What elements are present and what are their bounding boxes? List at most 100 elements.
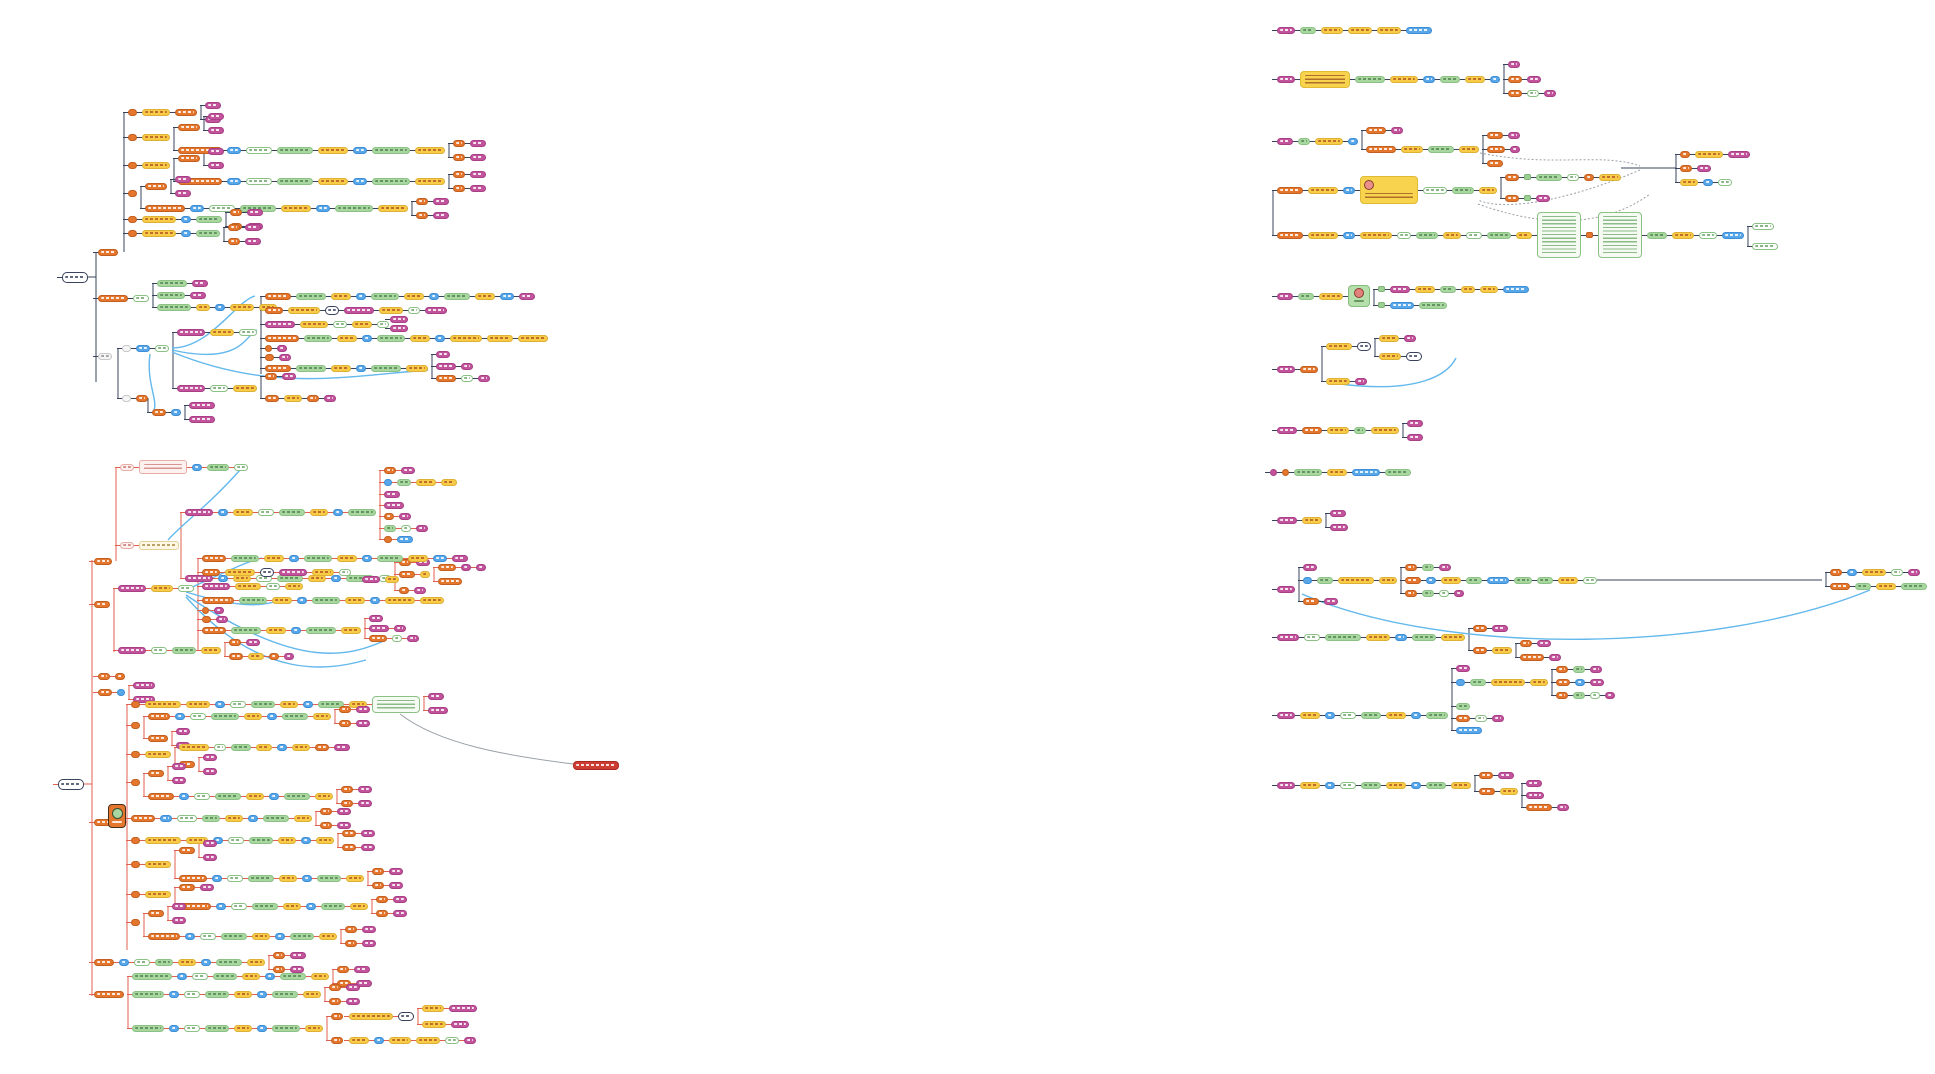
topic-node-orange[interactable] bbox=[1505, 194, 1519, 202]
topic-node-green[interactable] bbox=[155, 958, 173, 966]
topic-node-orange[interactable] bbox=[1584, 173, 1594, 181]
topic-node-pink[interactable] bbox=[1527, 75, 1541, 83]
topic-node-blue[interactable] bbox=[429, 292, 439, 300]
topic-node-orange[interactable] bbox=[1366, 126, 1386, 134]
topic-node-green[interactable] bbox=[213, 972, 237, 980]
floating-label-pink[interactable] bbox=[120, 541, 134, 549]
sticky-note-node[interactable] bbox=[1360, 176, 1418, 204]
topic-node-outline[interactable] bbox=[266, 582, 280, 590]
topic-node-pink[interactable] bbox=[1526, 791, 1544, 799]
topic-node-yellow[interactable] bbox=[420, 570, 430, 578]
topic-node-orange[interactable] bbox=[269, 652, 279, 660]
topic-node-pink[interactable] bbox=[1492, 624, 1508, 632]
topic-node-orange[interactable] bbox=[131, 721, 140, 729]
topic-node-pink[interactable] bbox=[470, 184, 486, 192]
topic-node-blue[interactable] bbox=[212, 874, 222, 882]
topic-node-pink[interactable] bbox=[389, 867, 403, 875]
topic-node-blue[interactable] bbox=[218, 574, 228, 582]
topic-node-blue[interactable] bbox=[356, 364, 366, 372]
topic-node-blue[interactable] bbox=[216, 902, 226, 910]
topic-node-green[interactable] bbox=[1422, 563, 1434, 571]
topic-node-orange[interactable] bbox=[399, 570, 415, 578]
note-box-green[interactable] bbox=[1598, 212, 1642, 258]
topic-node-red[interactable] bbox=[573, 760, 619, 770]
topic-node-orange[interactable] bbox=[94, 557, 112, 565]
topic-node-green[interactable] bbox=[290, 932, 314, 940]
topic-node-green[interactable] bbox=[1470, 678, 1486, 686]
topic-node-green[interactable] bbox=[215, 792, 241, 800]
topic-node-orange[interactable] bbox=[342, 829, 356, 837]
topic-node-yellow[interactable] bbox=[385, 575, 399, 583]
topic-node-yellow[interactable] bbox=[441, 478, 457, 486]
topic-node-pink[interactable] bbox=[399, 512, 411, 520]
topic-node-blue[interactable] bbox=[353, 146, 367, 154]
topic-node-pink[interactable] bbox=[324, 394, 336, 402]
topic-node-pink[interactable] bbox=[519, 292, 535, 300]
topic-node-green[interactable] bbox=[211, 712, 239, 720]
topic-node-pink[interactable] bbox=[1492, 714, 1504, 722]
topic-node-orange[interactable] bbox=[148, 932, 180, 940]
topic-node-green[interactable] bbox=[1487, 231, 1511, 239]
topic-node-pink[interactable] bbox=[282, 372, 296, 380]
topic-node-pink[interactable] bbox=[1404, 334, 1416, 342]
topic-node-green[interactable] bbox=[321, 902, 345, 910]
topic-node-pink[interactable] bbox=[208, 112, 224, 120]
topic-node-yellow[interactable] bbox=[1672, 231, 1694, 239]
topic-node-pink[interactable] bbox=[176, 727, 190, 735]
topic-node-pink[interactable] bbox=[203, 753, 217, 761]
topic-node-orange[interactable] bbox=[1520, 639, 1532, 647]
topic-node-yellow[interactable] bbox=[1377, 26, 1401, 34]
topic-node-pink[interactable] bbox=[1277, 585, 1295, 593]
topic-node-outline[interactable] bbox=[1752, 242, 1778, 250]
topic-node-orange[interactable] bbox=[376, 895, 388, 903]
topic-node-green[interactable] bbox=[157, 279, 187, 287]
topic-node-pink[interactable] bbox=[356, 719, 370, 727]
topic-node-yellow[interactable] bbox=[288, 306, 320, 314]
topic-node-pink[interactable] bbox=[1277, 633, 1299, 641]
topic-node-outline[interactable] bbox=[151, 646, 167, 654]
topic-node-yellow[interactable] bbox=[234, 990, 252, 998]
topic-node-pink[interactable] bbox=[1537, 639, 1551, 647]
topic-node-yellow[interactable] bbox=[300, 320, 328, 328]
topic-node-pink[interactable] bbox=[1536, 194, 1550, 202]
topic-node-green[interactable] bbox=[384, 524, 396, 532]
topic-node-orange[interactable] bbox=[145, 182, 167, 190]
topic-node-green[interactable] bbox=[1412, 633, 1436, 641]
topic-node-yellow[interactable] bbox=[1441, 576, 1461, 584]
topic-node-orange[interactable] bbox=[175, 108, 197, 116]
topic-node-pink[interactable] bbox=[361, 829, 375, 837]
topic-node-green[interactable] bbox=[280, 972, 306, 980]
topic-node-yellow[interactable] bbox=[345, 596, 365, 604]
topic-node-green[interactable] bbox=[1325, 633, 1361, 641]
topic-node-yellow[interactable] bbox=[1327, 426, 1349, 434]
topic-node-outline[interactable] bbox=[333, 320, 347, 328]
topic-node-orange[interactable] bbox=[339, 719, 351, 727]
topic-node-pink[interactable] bbox=[476, 563, 486, 571]
topic-node-yellow[interactable] bbox=[420, 596, 444, 604]
image-topic-badge-green[interactable] bbox=[1348, 285, 1370, 307]
topic-node-yellow[interactable] bbox=[230, 303, 254, 311]
topic-node-pink[interactable] bbox=[452, 554, 468, 562]
topic-node-orange[interactable] bbox=[339, 705, 351, 713]
topic-node-orange[interactable] bbox=[202, 606, 209, 614]
topic-node-orange[interactable] bbox=[384, 512, 394, 520]
topic-node-pink[interactable] bbox=[1508, 131, 1520, 139]
topic-node-pink[interactable] bbox=[1324, 597, 1338, 605]
topic-node-outline[interactable] bbox=[239, 328, 257, 336]
topic-node-pink[interactable] bbox=[177, 384, 205, 392]
topic-node-orange[interactable] bbox=[416, 197, 428, 205]
floating-label[interactable] bbox=[122, 394, 131, 402]
topic-node-pink[interactable] bbox=[433, 211, 449, 219]
topic-node-blue[interactable] bbox=[1325, 781, 1335, 789]
topic-node-yellow[interactable] bbox=[1379, 352, 1401, 360]
topic-node-blue[interactable] bbox=[333, 508, 343, 516]
topic-node-orange[interactable] bbox=[202, 568, 220, 576]
topic-node-yellow[interactable] bbox=[385, 596, 415, 604]
topic-node-yellow[interactable] bbox=[145, 860, 171, 868]
topic-node-green[interactable] bbox=[1385, 468, 1411, 476]
topic-node-green[interactable] bbox=[239, 596, 267, 604]
topic-node-green[interactable] bbox=[263, 814, 289, 822]
topic-node-outline[interactable] bbox=[228, 836, 244, 844]
topic-node-blue[interactable] bbox=[192, 463, 202, 471]
topic-node-yellow[interactable] bbox=[308, 574, 326, 582]
